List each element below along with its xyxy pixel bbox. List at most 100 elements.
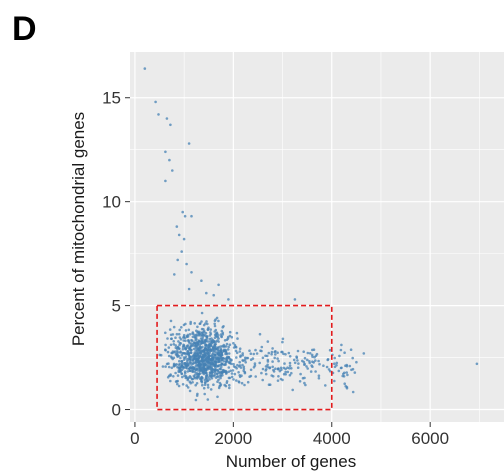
- data-point: [204, 348, 207, 352]
- data-point: [200, 350, 203, 354]
- data-point: [186, 378, 189, 382]
- data-point: [203, 334, 207, 337]
- data-point: [191, 339, 194, 343]
- y-axis-title: Percent of mitochondrial genes: [69, 112, 88, 346]
- data-point: [183, 362, 186, 365]
- data-point: [189, 348, 192, 352]
- data-point: [180, 326, 183, 329]
- data-point: [157, 113, 160, 116]
- data-point: [206, 340, 210, 343]
- data-point: [272, 368, 275, 372]
- data-point: [178, 362, 182, 366]
- data-point: [266, 340, 270, 343]
- data-point: [206, 366, 210, 369]
- data-point: [280, 350, 283, 354]
- data-point: [228, 334, 232, 338]
- data-point: [222, 370, 226, 373]
- data-point: [166, 350, 170, 354]
- data-point: [338, 354, 341, 358]
- data-point: [255, 352, 259, 355]
- data-point: [217, 345, 220, 349]
- data-point: [185, 362, 188, 366]
- data-point: [205, 351, 209, 355]
- data-point: [317, 359, 320, 363]
- data-point: [231, 369, 235, 372]
- data-point: [176, 258, 179, 262]
- data-point: [203, 353, 207, 357]
- data-point: [219, 376, 222, 380]
- data-point: [296, 366, 300, 370]
- data-point: [267, 351, 271, 355]
- data-point: [199, 368, 203, 371]
- data-point: [258, 332, 262, 336]
- data-point: [189, 361, 192, 364]
- data-point: [311, 360, 314, 364]
- data-point: [209, 368, 213, 372]
- data-point: [208, 346, 211, 350]
- data-point: [161, 365, 165, 368]
- data-point: [193, 322, 196, 325]
- data-point: [235, 356, 238, 359]
- data-point: [200, 376, 203, 379]
- data-point: [268, 366, 271, 370]
- data-point: [237, 365, 241, 368]
- data-point: [236, 337, 239, 340]
- data-point: [293, 361, 297, 365]
- data-point: [182, 336, 185, 339]
- data-point: [181, 347, 185, 351]
- data-point: [350, 368, 353, 372]
- data-point: [209, 388, 213, 391]
- data-point: [166, 376, 170, 379]
- data-point: [345, 385, 349, 389]
- data-point: [191, 332, 194, 336]
- data-point: [210, 339, 214, 343]
- data-point: [182, 358, 186, 362]
- data-point: [207, 355, 210, 359]
- data-point: [235, 331, 239, 335]
- data-point: [233, 343, 237, 347]
- data-point: [220, 371, 224, 375]
- data-point: [308, 352, 312, 355]
- data-point: [181, 383, 185, 386]
- data-point: [261, 356, 265, 360]
- data-point: [209, 349, 213, 353]
- data-point: [324, 384, 327, 387]
- data-point: [179, 356, 182, 360]
- data-point: [198, 365, 202, 369]
- data-point: [225, 338, 229, 342]
- data-point: [276, 379, 280, 383]
- data-point: [260, 345, 264, 349]
- data-point: [216, 380, 219, 384]
- data-point: [242, 365, 246, 369]
- data-point: [217, 351, 220, 355]
- data-point: [191, 335, 195, 339]
- data-point: [225, 359, 229, 363]
- data-point: [177, 233, 181, 237]
- data-point: [180, 353, 184, 357]
- data-point: [220, 335, 223, 339]
- data-point: [290, 367, 293, 370]
- data-point: [195, 394, 199, 397]
- data-point: [189, 344, 193, 348]
- data-point: [180, 250, 183, 253]
- data-point: [219, 384, 222, 387]
- data-point: [211, 362, 215, 365]
- data-point: [172, 351, 176, 354]
- highlight-box: [156, 304, 333, 411]
- data-point: [314, 359, 317, 362]
- data-point: [169, 123, 172, 127]
- data-point: [273, 356, 277, 360]
- data-point: [261, 367, 265, 371]
- data-point: [172, 363, 176, 367]
- data-point: [217, 364, 220, 368]
- data-point: [193, 352, 196, 356]
- data-point: [173, 273, 176, 276]
- x-axis: 0 2000 4000 6000: [130, 422, 449, 448]
- data-point: [179, 342, 183, 345]
- data-point: [216, 332, 219, 336]
- data-point: [195, 344, 199, 348]
- y-tick-label: 15: [102, 89, 121, 108]
- data-point: [182, 356, 186, 359]
- data-point: [309, 370, 313, 373]
